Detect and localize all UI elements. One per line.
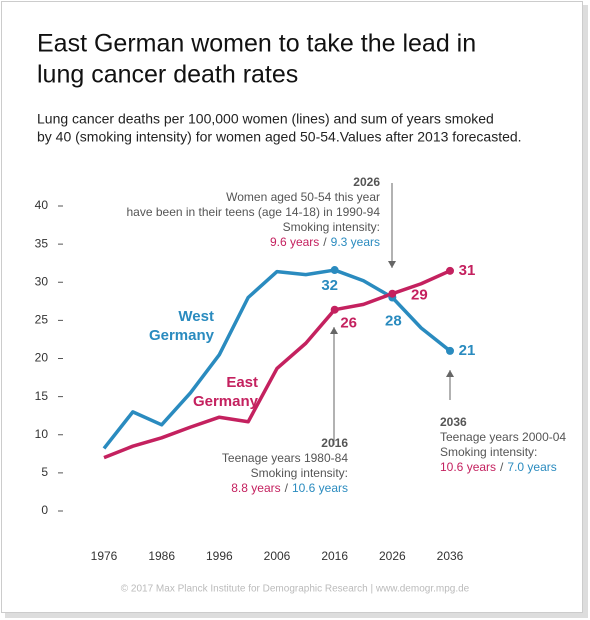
annotation-text: Smoking intensity: (283, 220, 380, 234)
x-tick-label: 1976 (91, 549, 118, 563)
point (330, 266, 339, 275)
series-label: East Germany (193, 374, 259, 410)
y-tick-label: 40 (35, 198, 49, 212)
data-label: 32 (321, 277, 338, 294)
intensity-part: / (323, 235, 327, 249)
x-tick-label: 2006 (264, 549, 291, 563)
intensity-part: / (500, 460, 504, 474)
annotation-intensity: 8.8 years /10.6 years (231, 481, 348, 495)
arrow-head (388, 261, 396, 268)
point (446, 346, 454, 355)
point (446, 266, 454, 275)
intensity-part: 10.6 years (440, 460, 496, 474)
card (1, 1, 583, 613)
y-tick-label: 25 (35, 313, 49, 327)
intensity-part: 9.3 years (331, 235, 380, 249)
y-tick-label: 0 (41, 503, 48, 517)
annotation-intensity: 10.6 years /7.0 years (440, 460, 557, 474)
intensity-part: 10.6 years (292, 481, 348, 495)
series-label-line: East (226, 374, 258, 391)
data-label: 28 (385, 312, 402, 329)
y-tick-label: 15 (35, 389, 49, 403)
series-label-line: Germany (193, 393, 259, 410)
subtitle: Lung cancer deaths per 100,000 women (li… (37, 111, 494, 127)
x-tick-label: 2016 (321, 549, 348, 563)
data-label: 31 (459, 262, 476, 279)
data-label: 21 (459, 342, 476, 359)
y-tick-label: 35 (35, 236, 49, 250)
annotation-title: 2036 (440, 415, 467, 429)
x-tick-label: 2026 (379, 549, 406, 563)
arrow-head (446, 370, 454, 377)
intensity-part: / (285, 481, 289, 495)
series-label-line: Germany (149, 327, 215, 344)
data-label: 26 (340, 315, 357, 332)
annotation-text: Teenage years 1980-84 (222, 451, 348, 465)
annotation-text: have been in their teens (age 14-18) in … (126, 205, 380, 219)
y-tick-label: 30 (35, 274, 49, 288)
point (330, 305, 339, 314)
intensity-part: 8.8 years (231, 481, 280, 495)
annotation-text: Smoking intensity: (440, 445, 537, 459)
y-tick-label: 20 (35, 351, 49, 365)
data-label: 29 (411, 287, 428, 304)
chart-title: lung cancer death rates (37, 61, 298, 89)
annotation-text: Women aged 50-54 this year (226, 190, 380, 204)
x-tick-label: 1996 (206, 549, 233, 563)
y-tick-label: 5 (41, 465, 48, 479)
x-tick-label: 2036 (437, 549, 464, 563)
x-tick-label: 1986 (148, 549, 175, 563)
subtitle: by 40 (smoking intensity) for women aged… (37, 129, 522, 145)
annotation-text: Smoking intensity: (251, 466, 348, 480)
point (388, 289, 397, 298)
chart-title: East German women to take the lead in (37, 30, 476, 58)
intensity-part: 9.6 years (270, 235, 319, 249)
arrow-head (330, 327, 338, 334)
series-label-line: West (178, 308, 214, 325)
series-label: West Germany (149, 308, 215, 344)
annotation-intensity: 9.6 years / 9.3 years (270, 235, 380, 249)
intensity-part: 7.0 years (507, 460, 556, 474)
annotation-text: Teenage years 2000-04 (440, 430, 566, 444)
footer: © 2017 Max Planck Institute for Demograp… (121, 584, 470, 595)
y-tick-label: 10 (35, 427, 49, 441)
annotation-title: 2026 (353, 175, 380, 189)
annotation-title: 2016 (321, 436, 348, 450)
